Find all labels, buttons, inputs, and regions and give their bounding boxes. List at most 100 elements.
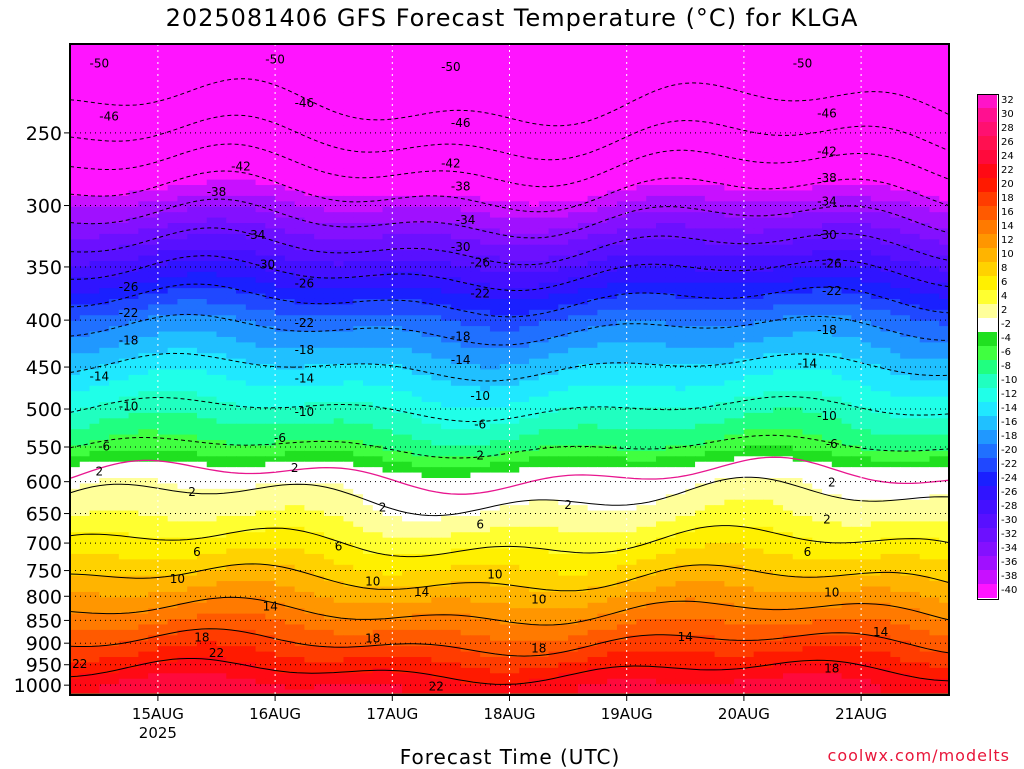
- heat-cell: [79, 309, 91, 316]
- heat-cell: [480, 87, 491, 94]
- heat-cell: [782, 206, 794, 213]
- heat-cell: [275, 315, 286, 322]
- heat-cell: [558, 255, 569, 262]
- heat-cell: [314, 179, 325, 186]
- heat-cell: [929, 223, 940, 230]
- heat-cell: [939, 103, 950, 110]
- heat-cell: [245, 168, 257, 175]
- heat-cell: [255, 309, 266, 316]
- heat-cell: [851, 54, 862, 61]
- heat-cell: [216, 71, 227, 78]
- heat-cell: [714, 76, 725, 83]
- heat-cell: [411, 239, 423, 246]
- heat-cell: [646, 331, 657, 338]
- heat-cell: [372, 261, 384, 268]
- heat-cell: [489, 54, 501, 61]
- heat-cell: [802, 168, 813, 175]
- heat-cell: [255, 212, 266, 219]
- heat-cell: [695, 228, 706, 235]
- heat-cell: [333, 92, 345, 99]
- heat-cell: [128, 125, 139, 132]
- heat-cell: [939, 201, 950, 208]
- heat-cell: [255, 141, 266, 148]
- heat-cell: [196, 233, 208, 240]
- heat-cell: [743, 309, 755, 316]
- heat-cell: [363, 266, 374, 273]
- heat-cell: [89, 212, 100, 219]
- heat-cell: [363, 239, 374, 246]
- heat-cell: [118, 239, 130, 246]
- heat-cell: [99, 304, 110, 311]
- heat-cell: [675, 336, 686, 343]
- heat-cell: [558, 228, 569, 235]
- heat-cell: [616, 152, 628, 159]
- heat-cell: [206, 266, 218, 273]
- heat-cell: [763, 212, 774, 219]
- heat-cell: [333, 147, 345, 154]
- heat-cell: [812, 212, 823, 219]
- heat-cell: [236, 195, 247, 202]
- heat-cell: [118, 342, 130, 349]
- heat-cell: [558, 217, 569, 224]
- heat-cell: [890, 54, 901, 61]
- heat-cell: [255, 217, 266, 224]
- heat-cell: [909, 201, 921, 208]
- heat-cell: [509, 261, 520, 268]
- heat-cell: [382, 255, 393, 262]
- heat-cell: [704, 326, 716, 333]
- heat-cell: [245, 336, 257, 343]
- heat-cell: [118, 206, 130, 213]
- heat-cell: [929, 44, 940, 51]
- heat-cell: [167, 277, 179, 284]
- heat-cell: [782, 228, 794, 235]
- heat-cell: [831, 288, 843, 295]
- heat-cell: [99, 271, 110, 278]
- heat-cell: [245, 309, 257, 316]
- heat-cell: [792, 239, 804, 246]
- heat-cell: [616, 331, 628, 338]
- heat-cell: [714, 71, 725, 78]
- heat-cell: [773, 179, 784, 186]
- heat-cell: [138, 141, 149, 148]
- heat-cell: [265, 103, 276, 110]
- heat-cell: [509, 201, 520, 208]
- heat-cell: [519, 44, 530, 51]
- heat-cell: [411, 103, 423, 110]
- heat-cell: [333, 271, 345, 278]
- heat-cell: [411, 49, 423, 56]
- heat-cell: [372, 320, 384, 327]
- heat-cell: [226, 233, 237, 240]
- heat-cell: [216, 92, 227, 99]
- heat-cell: [294, 282, 305, 289]
- heat-cell: [861, 271, 872, 278]
- heat-cell: [773, 244, 784, 251]
- heat-cell: [685, 136, 696, 143]
- heat-cell: [743, 174, 755, 181]
- heat-cell: [177, 266, 188, 273]
- heat-cell: [333, 103, 345, 110]
- heat-cell: [187, 293, 198, 300]
- heat-cell: [460, 81, 472, 88]
- heat-cell: [656, 288, 667, 295]
- heat-cell: [284, 163, 296, 170]
- heat-cell: [831, 320, 843, 327]
- heat-cell: [216, 261, 227, 268]
- heat-cell: [441, 320, 452, 327]
- heat-cell: [265, 92, 276, 99]
- heat-cell: [216, 190, 227, 197]
- heat-cell: [841, 49, 852, 56]
- heat-cell: [441, 130, 452, 137]
- heat-cell: [118, 233, 130, 240]
- heat-cell: [372, 141, 384, 148]
- heat-cell: [441, 282, 452, 289]
- heat-cell: [822, 65, 833, 72]
- heat-cell: [724, 98, 735, 105]
- heat-cell: [226, 76, 237, 83]
- heat-cell: [392, 130, 403, 137]
- heat-cell: [587, 152, 598, 159]
- heat-cell: [509, 114, 520, 121]
- heat-cell: [265, 201, 276, 208]
- heat-cell: [382, 54, 393, 61]
- heat-cell: [773, 277, 784, 284]
- heat-cell: [245, 271, 257, 278]
